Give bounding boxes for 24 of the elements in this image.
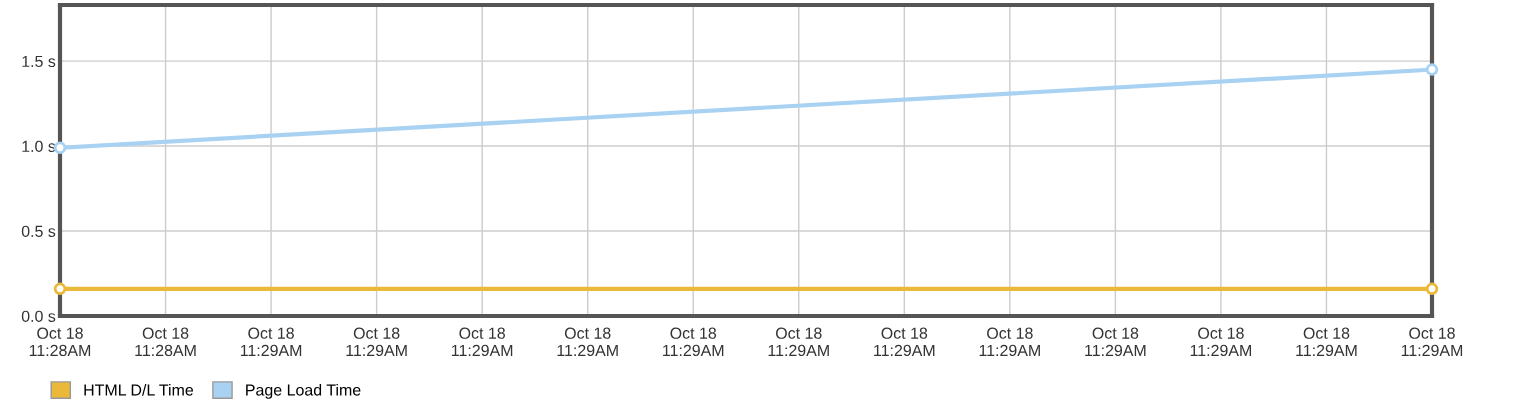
x-tick-label: Oct 18 11:29AM <box>240 327 302 357</box>
x-tick-label: Oct 18 11:28AM <box>29 327 91 357</box>
legend-label: HTML D/L Time <box>84 383 194 396</box>
point <box>1425 282 1439 296</box>
x-tick-label: Oct 18 11:29AM <box>768 327 829 357</box>
x-tick-label: Oct 18 11:29AM <box>557 327 618 357</box>
y-tick-label: 1.5 s <box>22 55 56 68</box>
x-tick-label: Oct 18 11:29AM <box>979 327 1040 357</box>
x-tick-label: Oct 18 11:29AM <box>663 327 724 357</box>
x-tick-label: Oct 18 11:29AM <box>874 327 935 357</box>
x-tick-label: Oct 18 11:29AM <box>1401 327 1463 357</box>
x-tick-label: Oct 18 11:29AM <box>346 327 407 357</box>
x-tick-label: Oct 18 11:29AM <box>1085 327 1146 357</box>
x-tick-label: Oct 18 11:29AM <box>452 327 513 357</box>
point <box>53 141 67 155</box>
y-tick-label: 0.0 s <box>21 310 56 322</box>
legend-label: Page Load Time <box>246 383 361 399</box>
point <box>1425 63 1439 76</box>
x-tick-label: Oct 18 11:28AM <box>135 327 196 357</box>
y-tick-label: 0.5 s <box>21 225 56 237</box>
y-tick-label: 1.0 s <box>22 140 56 152</box>
x-tick-label: Oct 18 11:29AM <box>1296 327 1357 357</box>
x-tick-label: Oct 18 11:29AM <box>1190 327 1251 357</box>
point <box>53 282 67 296</box>
